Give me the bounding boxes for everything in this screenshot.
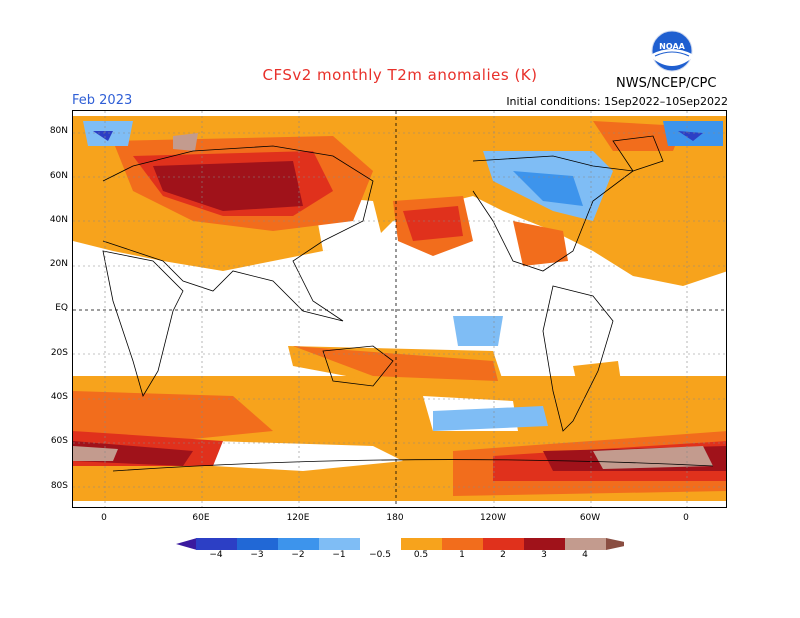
graticule [73, 111, 726, 507]
colorbar-swatch-neg1-neg05 [319, 538, 360, 550]
colorbar-swatch-lt-neg4 [176, 538, 197, 550]
initial-conditions: Initial conditions: 1Sep2022–10Sep2022 [506, 95, 728, 108]
lat-label: 40S [50, 392, 68, 402]
colorbar-swatch-p3-4 [524, 538, 565, 550]
map-canvas [73, 111, 726, 507]
anomaly-map [72, 110, 727, 508]
colorbar-swatch-p05-1 [401, 538, 442, 550]
lon-label: 0 [683, 513, 689, 523]
reference-lines [73, 111, 726, 507]
colorbar-label: 4 [582, 550, 588, 560]
colorbar-label: −4 [209, 550, 223, 560]
lat-label: 40N [49, 215, 68, 225]
noaa-logo: NOAA [651, 30, 693, 72]
colorbar-swatch-p1-2 [442, 538, 483, 550]
lon-label: 60E [192, 513, 210, 523]
lon-label: 60W [579, 513, 601, 523]
colorbar-swatch-gt-4 [606, 538, 634, 550]
coastlines [102, 135, 714, 472]
colorbar-svg [176, 538, 634, 550]
colorbar-label: −2 [291, 550, 305, 560]
lat-label: EQ [55, 303, 68, 313]
lat-label: 60S [50, 436, 68, 446]
lat-label: 80N [49, 126, 68, 136]
colorbar-swatch-neg2-neg1 [278, 538, 319, 550]
lon-label: 120E [286, 513, 310, 523]
colorbar-swatch-p2-3 [483, 538, 524, 550]
lon-label: 180 [386, 513, 404, 523]
colorbar-label: −3 [250, 550, 264, 560]
logo-text: NOAA [659, 42, 685, 51]
colorbar-label: 0.5 [413, 550, 429, 560]
cold-anomalies [83, 121, 723, 431]
lat-label: 20N [49, 259, 68, 269]
colorbar-label: −0.5 [369, 550, 391, 560]
forecast-month: Feb 2023 [72, 93, 133, 108]
colorbar-swatch-p4-plus [565, 538, 606, 550]
colorbar-swatch-neg3-neg2 [237, 538, 278, 550]
colorbar-label: 3 [541, 550, 547, 560]
anomaly-band-gt4 [73, 133, 713, 469]
colorbar-label: 2 [500, 550, 506, 560]
colorbar-label: −1 [332, 550, 346, 560]
lat-label: 60N [49, 171, 68, 181]
agency-label: NWS/NCEP/CPC [616, 76, 717, 91]
colorbar-swatch-neutral [360, 538, 401, 550]
lon-label: 120W [479, 513, 507, 523]
lat-label: 80S [50, 481, 68, 491]
lat-label: 20S [50, 348, 68, 358]
chart-title: CFSv2 monthly T2m anomalies (K) [262, 66, 538, 84]
colorbar-label: 1 [459, 550, 465, 560]
colorbar-swatch-neg4-neg3 [196, 538, 237, 550]
colorbar [176, 536, 634, 550]
lon-label: 0 [101, 513, 107, 523]
